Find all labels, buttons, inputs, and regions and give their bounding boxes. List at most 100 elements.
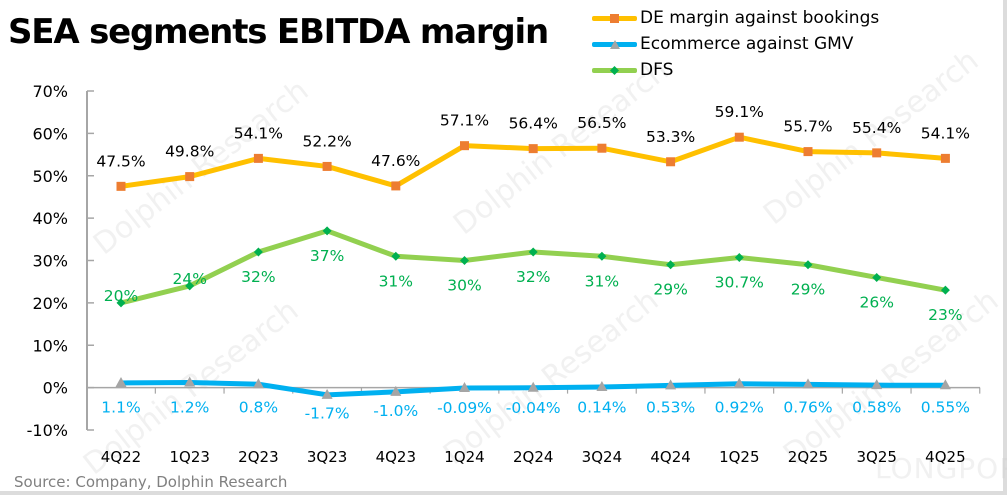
data-label: 0.92% [715,399,764,417]
data-point-triangle [665,379,677,390]
data-point-diamond [322,226,332,236]
x-tick-label: 3Q25 [856,448,896,466]
legend-label: Ecommerce against GMV [640,34,854,54]
y-tick-label: 50% [32,167,68,186]
data-label: 54.1% [921,124,970,142]
x-tick-label: 3Q24 [582,448,622,466]
y-tick-label: 30% [32,252,68,271]
data-label: 0.55% [921,399,970,417]
chart-title: SEA segments EBITDA margin [8,12,549,52]
legend-item-dfs[interactable]: DFS [592,57,879,83]
data-point-square [666,157,676,167]
data-label: 49.8% [165,143,214,161]
data-label: -1.7% [305,405,350,423]
data-label: 32% [516,268,550,286]
data-point-diamond [597,251,607,261]
data-point-diamond [940,285,950,295]
x-tick-label: 4Q22 [101,448,141,466]
data-point-square [940,153,950,163]
data-label: 0.58% [852,399,901,417]
y-tick-label: 40% [32,209,68,228]
data-label: 1.1% [101,399,140,417]
longport-watermark: LONGPORT [875,452,1007,485]
x-tick-label: 3Q23 [307,448,347,466]
triangle-marker-icon [610,40,620,49]
data-point-diamond [734,253,744,263]
data-point-diamond [803,260,813,270]
data-label: 54.1% [234,124,283,142]
data-label: 47.6% [371,152,420,170]
data-point-square [734,132,744,142]
legend-swatch-dfs [592,60,637,80]
data-point-triangle [184,376,196,387]
data-label: 1.2% [170,399,209,417]
data-point-square [872,148,882,158]
data-point-square [116,181,126,191]
data-label: 56.4% [509,115,558,133]
legend-label: DFS [640,60,674,80]
data-point-diamond [666,260,676,270]
data-point-diamond [391,251,401,261]
x-tick-label: 2Q24 [513,448,553,466]
y-tick-label: 70% [32,82,68,101]
data-label: 24% [172,270,206,288]
y-tick-label: 20% [32,294,68,313]
data-label: 30.7% [715,274,764,292]
legend-label: DE margin against bookings [640,8,880,28]
x-tick-label: 1Q24 [444,448,484,466]
data-label: 0.8% [239,399,278,417]
legend-swatch-de [592,8,637,28]
y-tick-label: 60% [32,124,68,143]
data-point-square [185,172,195,182]
data-point-square [253,153,263,163]
data-point-square [460,141,469,151]
data-point-square [803,147,813,157]
data-label: 59.1% [715,103,764,121]
source-note: Source: Company, Dolphin Research [14,473,288,491]
data-point-diamond [528,247,538,257]
data-label: 47.5% [96,152,145,170]
data-label: 32% [241,268,275,286]
data-label: -0.04% [506,399,561,417]
square-marker-icon [610,14,619,23]
data-point-square [597,143,607,153]
data-point-square [528,144,538,154]
data-point-triangle [596,381,608,392]
data-point-triangle [939,379,951,390]
data-label: 23% [928,306,962,324]
data-point-triangle [115,376,127,387]
data-point-triangle [527,381,539,392]
x-tick-label: 1Q25 [719,448,759,466]
legend-item-de[interactable]: DE margin against bookings [592,5,879,31]
legend-item-ecommerce[interactable]: Ecommerce against GMV [592,31,879,57]
x-tick-label: 4Q25 [925,448,965,466]
data-point-triangle [733,377,745,388]
x-tick-label: 4Q24 [650,448,690,466]
data-label: 31% [585,272,619,290]
legend: DE margin against bookings Ecommerce aga… [592,5,879,83]
data-point-square [322,161,332,171]
x-tick-label: 2Q23 [238,448,278,466]
data-point-square [391,181,401,191]
data-label: 52.2% [302,132,351,150]
data-point-diamond [872,272,882,282]
data-point-diamond [185,281,195,291]
data-label: 26% [859,293,893,311]
data-label: 29% [791,281,825,299]
data-label: 0.14% [577,399,626,417]
data-label: 31% [379,272,413,290]
data-point-triangle [459,382,470,393]
data-label: 57.1% [440,112,489,130]
x-tick-label: 1Q23 [169,448,209,466]
y-tick-label: 10% [32,336,68,355]
data-label: 0.53% [646,399,695,417]
data-point-diamond [253,247,263,257]
data-label: 56.5% [577,114,626,132]
legend-swatch-ecommerce [592,34,637,54]
data-point-triangle [321,388,333,399]
data-point-diamond [116,298,126,308]
data-point-diamond [460,256,469,265]
x-tick-label: 2Q25 [788,448,828,466]
